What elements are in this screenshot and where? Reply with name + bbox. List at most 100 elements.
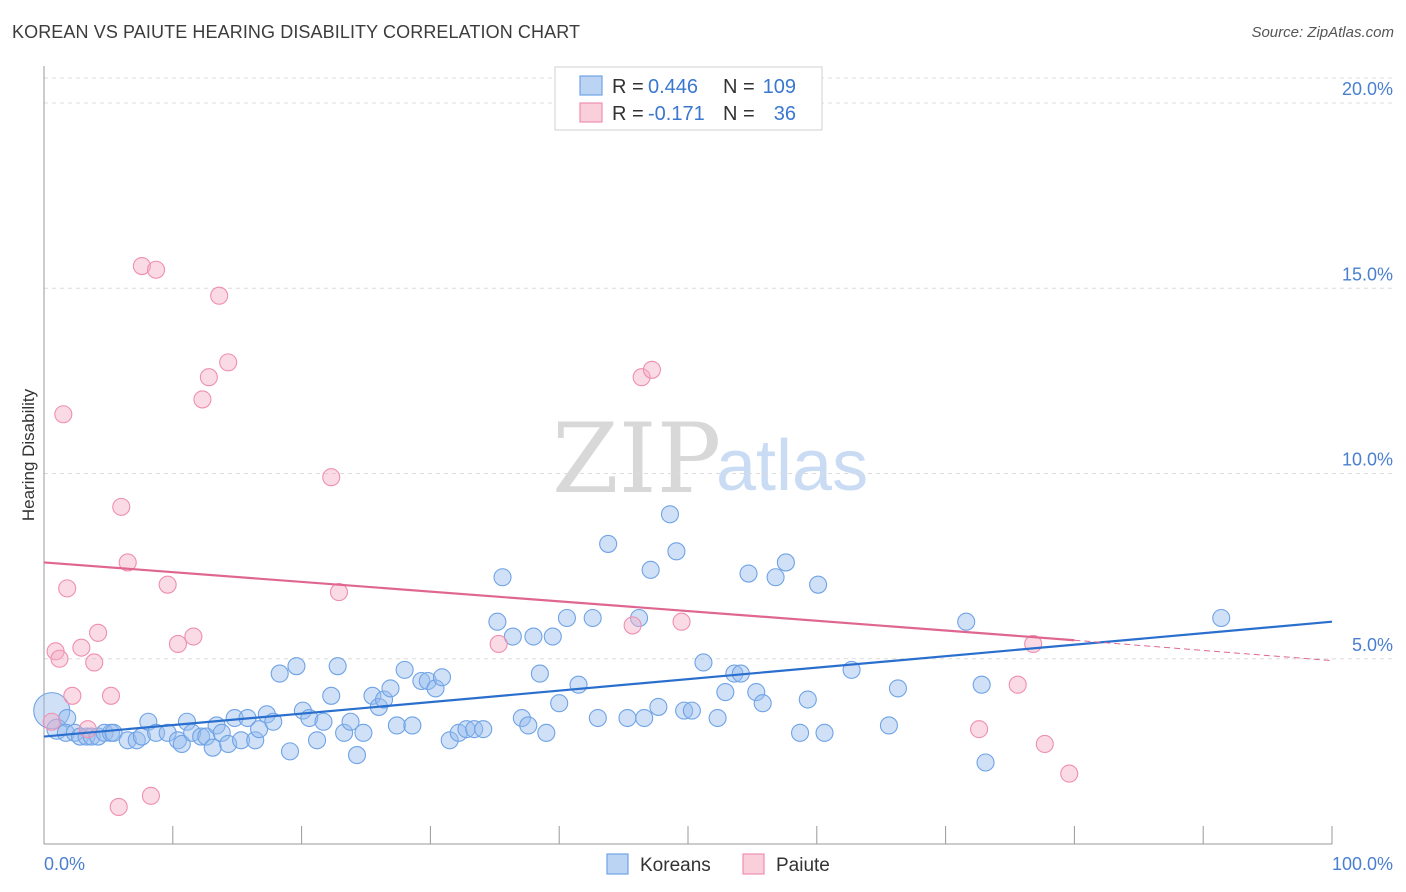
y-tick-labels: 5.0% 10.0% 15.0% 20.0% — [1342, 79, 1393, 655]
bottom-legend-label-paiute: Paiute — [776, 855, 830, 876]
point-koreans — [418, 671, 437, 691]
legend-r-value-koreans: 0.446 — [648, 76, 698, 98]
point-koreans — [543, 627, 562, 646]
point-koreans — [335, 723, 354, 742]
point-koreans — [660, 505, 680, 524]
point-koreans — [493, 568, 512, 587]
point-koreans — [557, 608, 576, 628]
point-paiute — [193, 390, 212, 409]
point-koreans — [395, 660, 414, 679]
point-koreans — [675, 701, 694, 720]
point-paiute — [118, 553, 137, 572]
point-paiute — [219, 353, 238, 372]
point-paiute — [112, 497, 131, 516]
point-koreans — [1212, 608, 1231, 628]
bottom-legend-swatch-koreans — [606, 853, 629, 875]
point-koreans — [158, 723, 177, 742]
point-koreans — [440, 731, 459, 750]
point-koreans — [798, 690, 817, 709]
point-koreans — [618, 708, 637, 728]
legend-n-value-paiute: 36 — [774, 103, 796, 125]
point-koreans — [753, 694, 772, 713]
watermark-zip: ZIP — [552, 403, 721, 515]
point-paiute — [632, 368, 651, 387]
point-koreans — [270, 664, 289, 683]
point-koreans — [716, 683, 735, 702]
point-koreans — [172, 734, 191, 754]
point-koreans — [322, 686, 341, 705]
x-tick-label-max: 100.0% — [1332, 854, 1393, 874]
point-paiute — [109, 797, 128, 817]
point-koreans — [747, 683, 766, 702]
point-paiute — [322, 468, 341, 487]
point-koreans — [412, 671, 431, 691]
point-paiute — [672, 612, 691, 631]
watermark-atlas: atlas — [716, 426, 868, 506]
point-koreans — [519, 716, 538, 735]
point-paiute — [623, 616, 642, 635]
bottom-legend: Koreans Paiute — [606, 853, 830, 876]
point-paiute — [184, 627, 203, 646]
point-paiute — [199, 368, 218, 387]
point-paiute — [72, 638, 91, 657]
point-koreans — [347, 746, 367, 765]
point-koreans — [766, 568, 785, 587]
point-koreans — [287, 657, 306, 676]
point-koreans — [280, 742, 300, 761]
point-paiute — [132, 257, 151, 276]
point-paiute — [1060, 764, 1079, 783]
point-koreans — [667, 542, 686, 561]
point-koreans — [512, 708, 531, 728]
point-koreans — [104, 723, 123, 742]
point-paiute — [489, 634, 508, 653]
point-koreans — [192, 727, 211, 746]
point-koreans — [649, 697, 668, 716]
point-koreans — [957, 612, 976, 631]
point-koreans — [583, 608, 602, 628]
point-koreans — [203, 738, 222, 757]
legend-r-label-koreans: R = — [612, 76, 644, 98]
point-koreans — [550, 694, 569, 713]
point-koreans — [374, 690, 394, 709]
point-koreans — [328, 657, 347, 676]
point-paiute — [101, 686, 121, 705]
point-koreans — [363, 686, 382, 705]
point-koreans — [635, 708, 654, 728]
point-koreans — [212, 723, 231, 742]
point-koreans — [257, 705, 276, 724]
point-paiute — [158, 575, 177, 594]
point-koreans — [314, 712, 333, 731]
point-paiute — [42, 712, 61, 731]
point-koreans — [809, 575, 828, 594]
point-koreans — [387, 716, 406, 735]
point-koreans — [537, 723, 556, 742]
point-koreans — [246, 731, 265, 750]
series-paiute-points — [42, 257, 1079, 817]
point-koreans — [474, 720, 493, 739]
point-koreans — [682, 701, 701, 720]
y-tick-label: 10.0% — [1342, 450, 1393, 470]
point-koreans — [250, 720, 269, 739]
point-koreans — [739, 564, 758, 583]
point-paiute — [141, 786, 160, 805]
legend: R = 0.446 N = 109 R = -0.171 N = 36 — [554, 66, 823, 131]
point-paiute — [63, 686, 82, 705]
y-tick-label: 5.0% — [1352, 635, 1393, 655]
point-koreans — [599, 534, 618, 553]
point-paiute — [58, 579, 77, 598]
point-koreans — [177, 712, 197, 731]
point-koreans — [381, 679, 400, 698]
point-koreans — [791, 723, 810, 742]
point-koreans — [708, 708, 727, 728]
point-koreans — [524, 627, 543, 646]
point-koreans — [197, 727, 216, 746]
y-axis-title: Hearing Disability — [19, 388, 38, 521]
point-koreans — [694, 653, 713, 672]
trend-line-paiute — [43, 561, 1075, 642]
point-paiute — [50, 649, 69, 668]
point-koreans — [815, 723, 834, 742]
point-koreans — [569, 675, 588, 694]
legend-r-label-paiute: R = — [612, 103, 644, 125]
point-koreans — [776, 553, 795, 572]
